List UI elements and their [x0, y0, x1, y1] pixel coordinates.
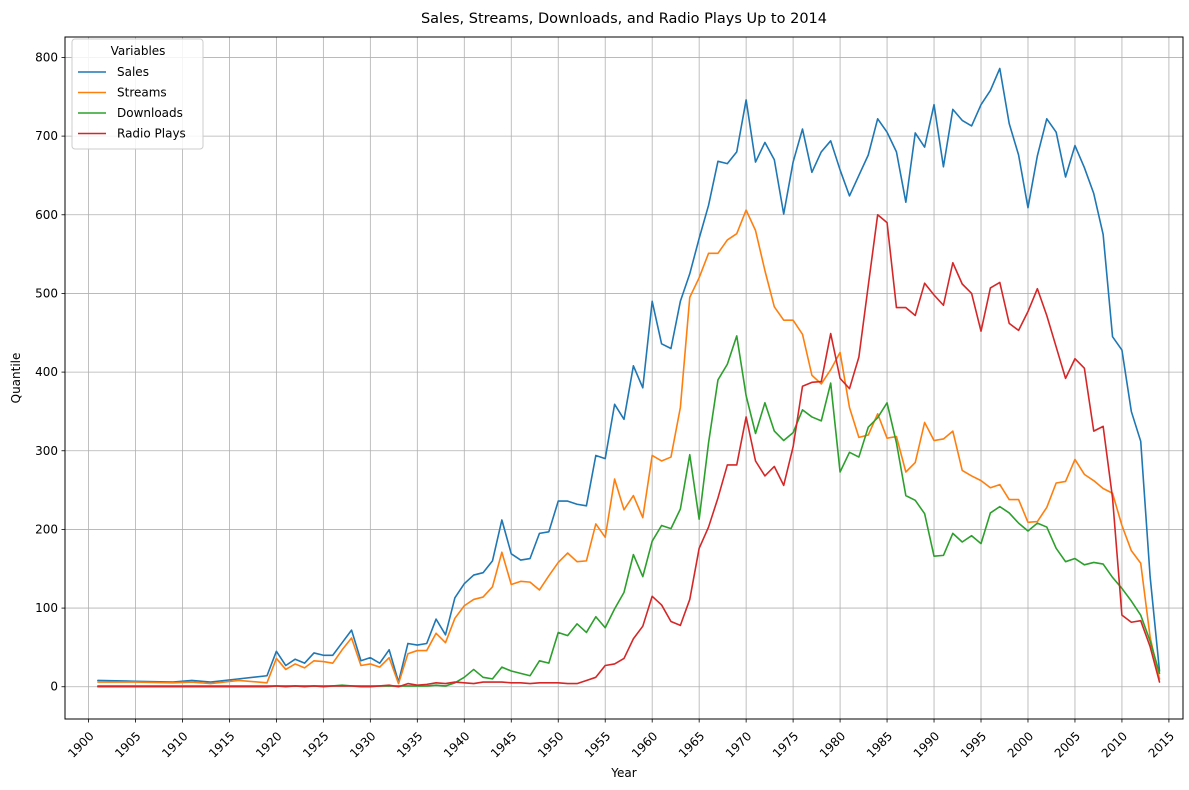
- legend-box: [71, 38, 204, 150]
- y-tick-label: 500: [35, 286, 58, 300]
- y-axis-ticks: 0 100 200 300 400 500 600 700 800: [35, 50, 65, 694]
- series-line-streams: [97, 209, 1161, 685]
- grid: [65, 37, 1183, 719]
- y-tick-label: 200: [35, 522, 58, 536]
- legend: Variables Sales Streams Downloads Radio Pla…: [71, 38, 204, 150]
- chart-title: Sales, Streams, Downloads, and Radio Pla…: [421, 11, 827, 27]
- y-axis-title: Quantile: [9, 353, 23, 404]
- y-tick-label: 800: [35, 50, 58, 64]
- legend-label-sales: Sales: [117, 65, 149, 79]
- legend-title: Variables: [111, 44, 166, 58]
- plot-lines: [97, 67, 1161, 688]
- legend-items: Sales Streams Downloads Radio Plays: [78, 65, 186, 141]
- y-tick-label: 400: [35, 365, 58, 379]
- plot-frame: [64, 36, 1184, 720]
- legend-label-radio-plays: Radio Plays: [117, 127, 186, 141]
- y-tick-label: 300: [35, 444, 58, 458]
- y-tick-label: 0: [50, 680, 58, 694]
- y-tick-label: 100: [35, 601, 58, 615]
- legend-label-streams: Streams: [117, 86, 167, 100]
- y-tick-label: 700: [35, 129, 58, 143]
- x-axis-title: Year: [610, 766, 636, 780]
- series-line-sales: [97, 67, 1161, 683]
- series-line-radio-plays: [97, 213, 1161, 688]
- y-tick-label: 600: [35, 208, 58, 222]
- legend-label-downloads: Downloads: [117, 106, 183, 120]
